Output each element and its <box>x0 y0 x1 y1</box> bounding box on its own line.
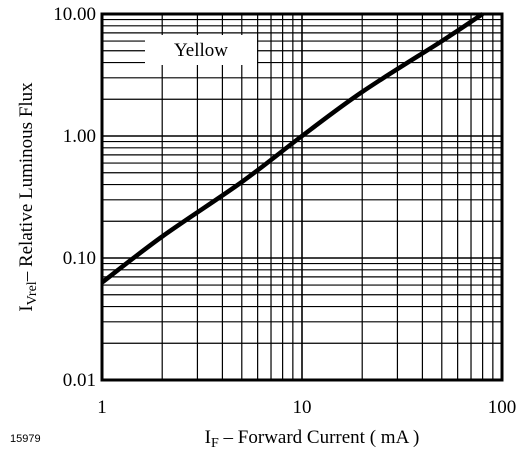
legend-label: Yellow <box>174 40 228 61</box>
y-axis-title: IVrel– Relative Luminous Flux <box>16 82 40 312</box>
legend: Yellow <box>145 35 257 65</box>
x-tick-label: 100 <box>488 397 517 418</box>
y-tick-label: 0.10 <box>63 248 96 269</box>
x-axis-title-main: I <box>205 427 211 448</box>
y-tick-label: 1.00 <box>63 126 96 147</box>
grid <box>102 14 502 380</box>
x-tick-labels: 1 10 100 <box>97 397 516 418</box>
y-axis-title-main: I <box>16 305 37 311</box>
plot-frame <box>100 12 504 382</box>
legend-background <box>145 35 257 65</box>
x-axis-title-rest: – Forward Current ( mA ) <box>219 427 420 448</box>
y-tick-labels: 0.01 0.10 1.00 10.00 <box>53 4 96 391</box>
x-axis-title: IF – Forward Current ( mA ) <box>205 427 420 451</box>
x-tick-label: 10 <box>293 397 312 418</box>
y-axis-title-rest: – Relative Luminous Flux <box>16 82 37 282</box>
x-axis-title-sub: F <box>211 436 219 451</box>
y-tick-label: 0.01 <box>63 370 96 391</box>
figure-id: 15979 <box>10 433 41 445</box>
series-line-yellow <box>100 12 484 285</box>
y-axis-title-sub: Vrel <box>25 281 40 305</box>
x-tick-label: 1 <box>97 397 107 418</box>
y-tick-label: 10.00 <box>53 4 96 25</box>
